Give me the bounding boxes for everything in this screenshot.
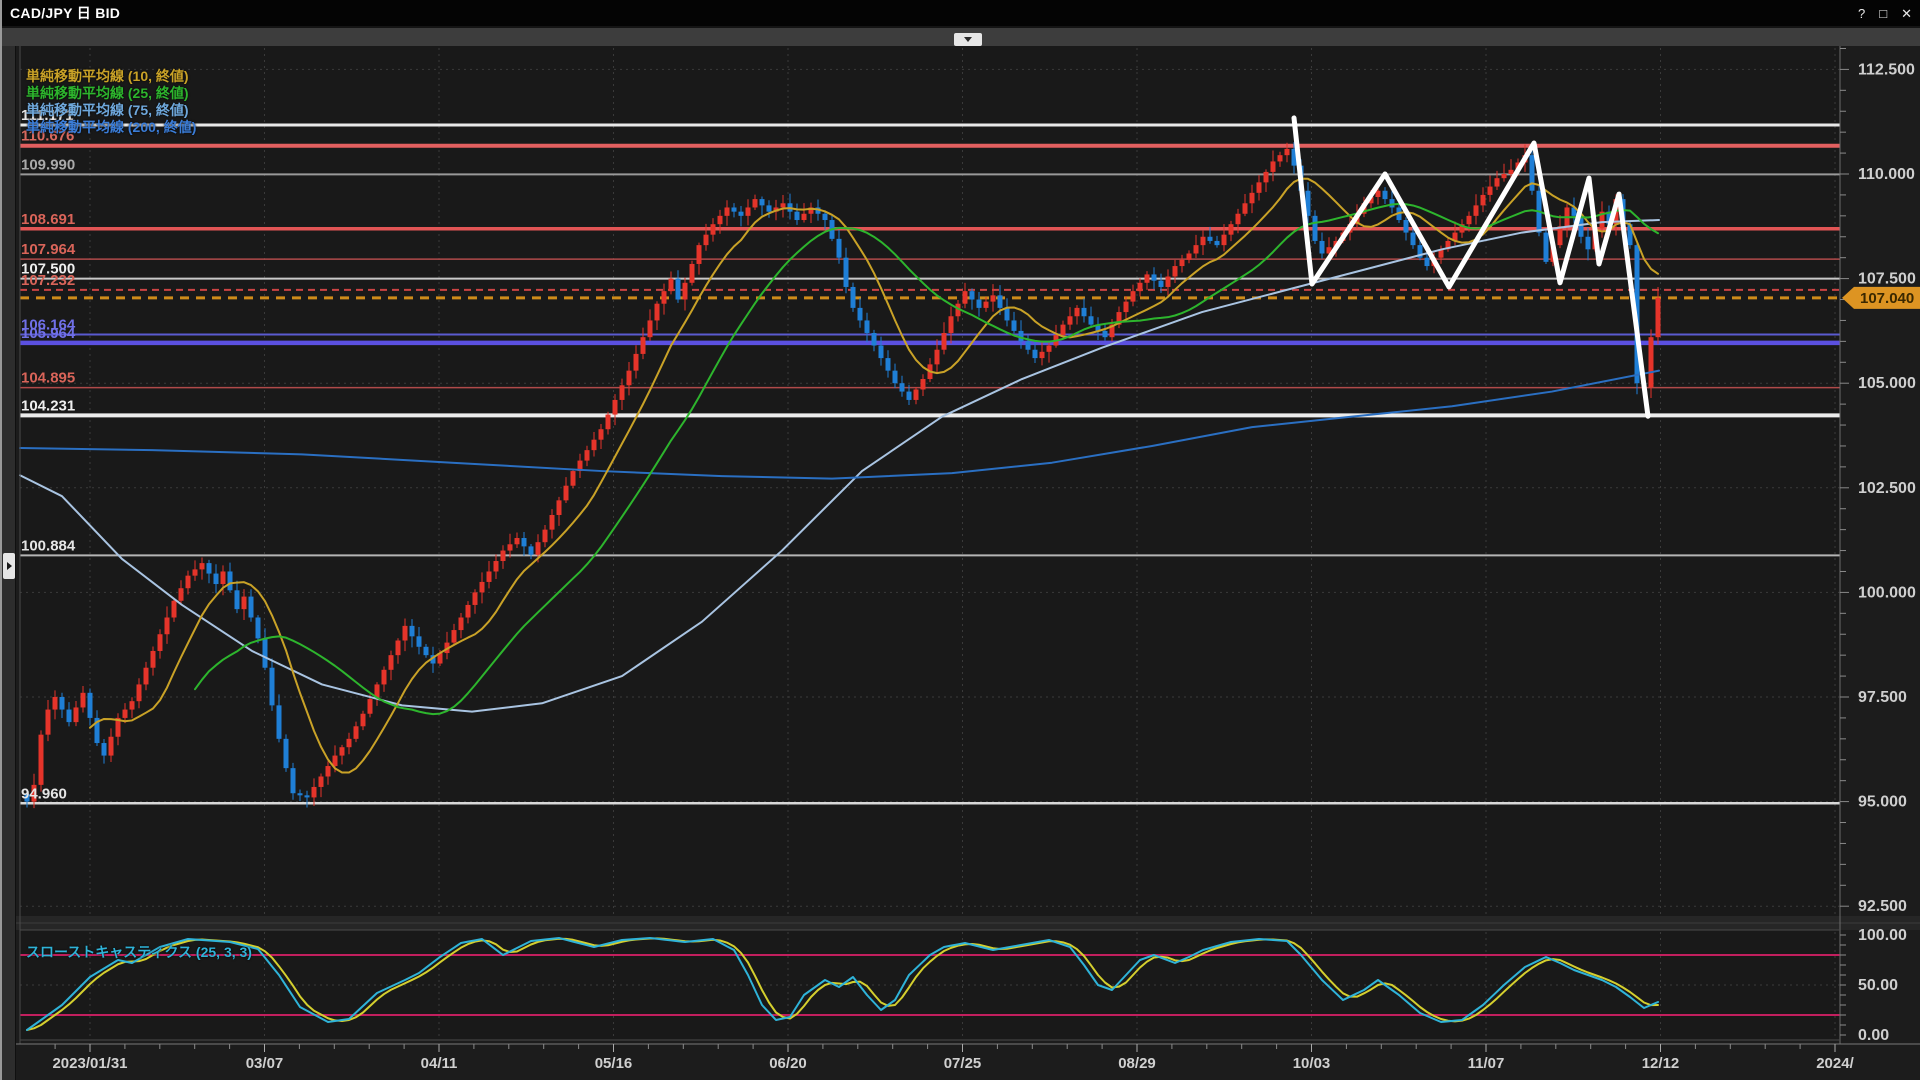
svg-text:12/12: 12/12 [1642,1055,1680,1072]
svg-text:08/29: 08/29 [1118,1055,1156,1072]
svg-text:107.232: 107.232 [21,272,75,289]
svg-text:107.964: 107.964 [21,241,76,258]
help-icon[interactable]: ? [1858,5,1866,21]
svg-text:107.500: 107.500 [21,261,75,278]
svg-text:92.500: 92.500 [1858,898,1907,915]
svg-text:03/07: 03/07 [246,1055,284,1072]
svg-text:111.171: 111.171 [21,107,74,124]
collapse-panel-button[interactable] [954,33,982,46]
svg-text:102.500: 102.500 [1858,480,1916,497]
svg-text:112.500: 112.500 [1858,61,1915,78]
svg-text:94.960: 94.960 [21,785,67,802]
svg-text:04/11: 04/11 [421,1055,458,1072]
svg-text:104.231: 104.231 [21,397,75,414]
svg-text:0.00: 0.00 [1858,1027,1889,1044]
svg-text:97.500: 97.500 [1858,689,1907,706]
legend-item-sma75[interactable]: 単純移動平均線 (75, 終値) [26,102,189,118]
svg-text:107.500: 107.500 [1858,271,1916,288]
svg-text:2024/: 2024/ [1816,1055,1854,1072]
svg-text:100.000: 100.000 [1858,584,1916,601]
svg-text:105.000: 105.000 [1858,375,1916,392]
svg-text:95.000: 95.000 [1858,794,1907,811]
svg-text:50.00: 50.00 [1858,977,1898,994]
left-rail [2,46,16,1080]
svg-text:104.895: 104.895 [21,370,75,387]
title-bar: CAD/JPY 日 BID ? □ ✕ [2,0,1920,26]
top-toolbar [2,26,1920,46]
svg-text:11/07: 11/07 [1468,1055,1505,1072]
chart-title: CAD/JPY 日 BID [10,5,121,21]
legend-item-sma200[interactable]: 単純移動平均線 (200, 終値) [26,119,197,135]
expand-panel-button[interactable] [3,553,15,579]
chevron-right-icon [6,562,12,570]
svg-text:100.00: 100.00 [1858,927,1907,944]
svg-text:109.990: 109.990 [21,156,75,173]
legend-item-sma10[interactable]: 単純移動平均線 (10, 終値) [26,68,189,84]
svg-text:105.964: 105.964 [21,325,76,342]
svg-text:05/16: 05/16 [595,1055,633,1072]
svg-text:100.884: 100.884 [21,537,76,554]
legend-item-sma25[interactable]: 単純移動平均線 (25, 終値) [26,85,189,101]
sma-legend: 単純移動平均線 (10, 終値) 単純移動平均線 (25, 終値) 単純移動平均… [26,68,196,136]
svg-text:10/03: 10/03 [1293,1055,1331,1072]
chevron-down-icon [964,37,972,42]
svg-text:06/20: 06/20 [769,1055,807,1072]
stochastics-legend[interactable]: スローストキャスティクス (25, 3, 3) [26,944,252,960]
svg-text:107.040: 107.040 [1860,290,1914,307]
svg-text:110.676: 110.676 [21,128,74,145]
svg-text:07/25: 07/25 [944,1055,982,1072]
svg-text:110.000: 110.000 [1858,166,1915,183]
svg-text:2023/01/31: 2023/01/31 [52,1055,127,1072]
close-icon[interactable]: ✕ [1901,5,1912,21]
svg-text:108.691: 108.691 [21,211,75,228]
svg-text:106.164: 106.164 [21,316,76,333]
maximize-icon[interactable]: □ [1879,5,1888,21]
